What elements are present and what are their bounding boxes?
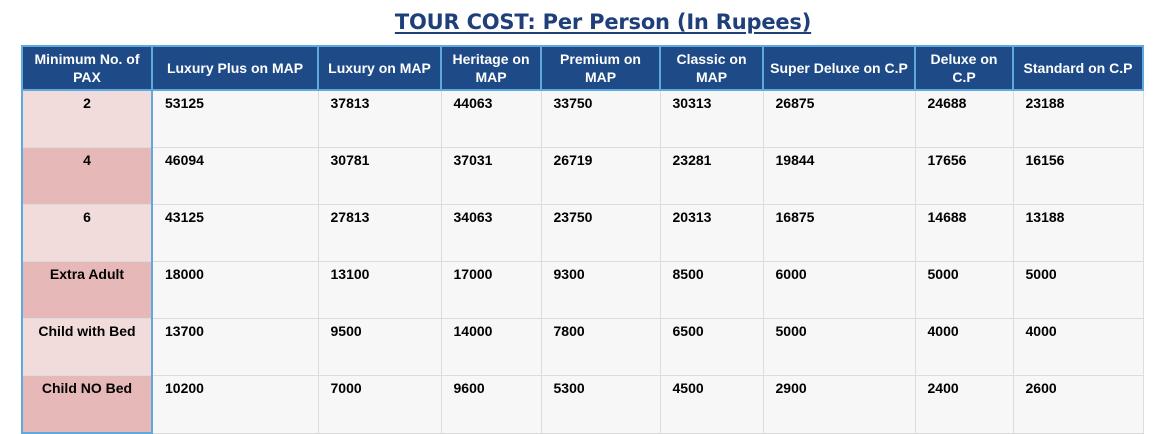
column-header-premium-map: Premium on MAP [540, 45, 661, 91]
price-cell: 4000 [1012, 318, 1144, 376]
header-row: Minimum No. of PAX Luxury Plus on MAP Lu… [21, 45, 1144, 91]
price-cell: 8500 [659, 261, 764, 319]
column-header-luxury-plus-map: Luxury Plus on MAP [151, 45, 319, 91]
price-cell: 5000 [1012, 261, 1144, 319]
tour-cost-table: Minimum No. of PAX Luxury Plus on MAP Lu… [21, 45, 1144, 434]
price-cell: 2900 [762, 375, 916, 434]
price-cell: 23750 [540, 204, 661, 262]
price-cell: 44063 [440, 89, 542, 148]
price-cell: 17656 [914, 147, 1014, 205]
price-cell: 2400 [914, 375, 1014, 434]
price-cell: 18000 [151, 261, 319, 319]
column-header-super-deluxe-cp: Super Deluxe on C.P [762, 45, 916, 91]
column-header-luxury-map: Luxury on MAP [317, 45, 442, 91]
price-cell: 37813 [317, 89, 442, 148]
table-row: Child with Bed 13700 9500 14000 7800 650… [21, 318, 1144, 376]
price-cell: 37031 [440, 147, 542, 205]
price-cell: 16875 [762, 204, 916, 262]
pax-cell: 4 [21, 147, 153, 205]
price-cell: 53125 [151, 89, 319, 148]
price-cell: 14688 [914, 204, 1014, 262]
price-cell: 16156 [1012, 147, 1144, 205]
price-cell: 2600 [1012, 375, 1144, 434]
price-cell: 13188 [1012, 204, 1144, 262]
price-cell: 27813 [317, 204, 442, 262]
price-cell: 30313 [659, 89, 764, 148]
column-header-pax: Minimum No. of PAX [21, 45, 153, 91]
price-cell: 5300 [540, 375, 661, 434]
price-cell: 5000 [914, 261, 1014, 319]
price-cell: 9500 [317, 318, 442, 376]
table-row: Extra Adult 18000 13100 17000 9300 8500 … [21, 261, 1144, 319]
price-cell: 26719 [540, 147, 661, 205]
price-cell: 34063 [440, 204, 542, 262]
column-header-standard-cp: Standard on C.P [1012, 45, 1144, 91]
pax-cell: Child with Bed [21, 318, 153, 376]
pax-cell: Extra Adult [21, 261, 153, 319]
column-header-heritage-map: Heritage on MAP [440, 45, 542, 91]
pax-cell: 6 [21, 204, 153, 262]
price-cell: 24688 [914, 89, 1014, 148]
pax-cell: 2 [21, 89, 153, 148]
price-cell: 17000 [440, 261, 542, 319]
column-header-classic-map: Classic on MAP [659, 45, 764, 91]
price-cell: 19844 [762, 147, 916, 205]
price-cell: 4500 [659, 375, 764, 434]
price-cell: 20313 [659, 204, 764, 262]
pax-cell: Child NO Bed [21, 375, 153, 434]
table-row: 6 43125 27813 34063 23750 20313 16875 14… [21, 204, 1144, 262]
column-header-deluxe-cp: Deluxe on C.P [914, 45, 1014, 91]
price-cell: 13100 [317, 261, 442, 319]
price-cell: 10200 [151, 375, 319, 434]
price-cell: 6500 [659, 318, 764, 376]
price-cell: 23281 [659, 147, 764, 205]
price-cell: 7800 [540, 318, 661, 376]
price-cell: 9300 [540, 261, 661, 319]
price-cell: 43125 [151, 204, 319, 262]
price-cell: 4000 [914, 318, 1014, 376]
price-cell: 7000 [317, 375, 442, 434]
price-cell: 9600 [440, 375, 542, 434]
price-cell: 13700 [151, 318, 319, 376]
price-cell: 33750 [540, 89, 661, 148]
table-row: 4 46094 30781 37031 26719 23281 19844 17… [21, 147, 1144, 205]
page-title: TOUR COST: Per Person (In Rupees) [394, 10, 812, 34]
price-cell: 5000 [762, 318, 916, 376]
price-cell: 26875 [762, 89, 916, 148]
price-cell: 6000 [762, 261, 916, 319]
price-cell: 23188 [1012, 89, 1144, 148]
price-cell: 14000 [440, 318, 542, 376]
price-cell: 30781 [317, 147, 442, 205]
price-cell: 46094 [151, 147, 319, 205]
table-row: 2 53125 37813 44063 33750 30313 26875 24… [21, 89, 1144, 148]
table-row: Child NO Bed 10200 7000 9600 5300 4500 2… [21, 375, 1144, 434]
